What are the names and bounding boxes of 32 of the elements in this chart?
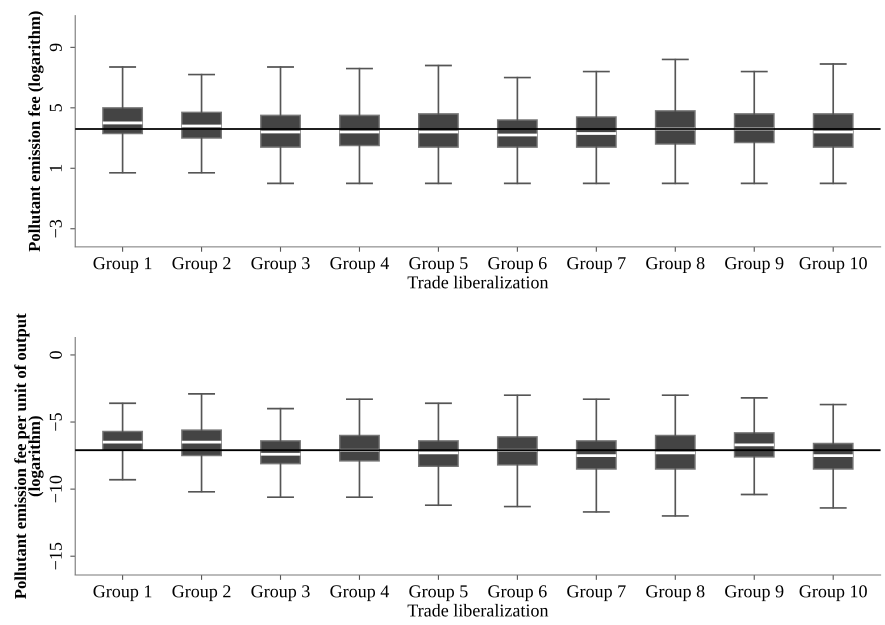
x-tick-label: Group 5 <box>409 585 468 602</box>
x-tick-label: Group 4 <box>330 585 390 602</box>
x-tick-label: Group 6 <box>488 257 547 273</box>
y-tick-label: −10 <box>50 476 62 502</box>
x-tick-label: Group 9 <box>725 585 784 602</box>
x-tick-label: Group 2 <box>172 257 230 273</box>
x-tick-label: Group 4 <box>330 257 390 273</box>
x-tick-label: Group 10 <box>800 257 867 273</box>
x-tick-label: Group 2 <box>172 585 230 602</box>
x-tick-label: Group 10 <box>800 585 867 602</box>
x-axis-title: Trade liberalization <box>408 276 548 288</box>
x-tick-label: Group 1 <box>94 257 152 273</box>
x-tick-label: Group 5 <box>409 257 468 273</box>
y-axis-title: Pollutant emission fee per unit of output (logarithm) <box>14 313 44 599</box>
y-tick-label: −5 <box>50 413 62 431</box>
x-tick-label: Group 1 <box>94 585 152 602</box>
x-axis-title: Trade liberalization <box>408 604 548 617</box>
y-tick-label: −3 <box>50 220 62 238</box>
x-tick-label: Group 8 <box>646 257 704 273</box>
x-tick-label: Group 3 <box>251 257 310 273</box>
x-tick-label: Group 3 <box>251 585 310 602</box>
y-tick-label: 9 <box>50 44 62 52</box>
y-tick-label: 5 <box>50 104 62 112</box>
x-tick-label: Group 7 <box>567 585 626 602</box>
y-tick-label: −15 <box>50 542 62 570</box>
x-tick-label: Group 7 <box>567 257 626 273</box>
x-tick-label: Group 8 <box>646 585 704 602</box>
y-axis-title: Pollutant emission fee (logarithm) <box>28 11 44 252</box>
y-tick-label: 0 <box>50 351 62 359</box>
x-tick-label: Group 6 <box>488 585 547 602</box>
x-tick-label: Group 9 <box>725 257 784 273</box>
y-tick-label: 1 <box>50 164 62 172</box>
